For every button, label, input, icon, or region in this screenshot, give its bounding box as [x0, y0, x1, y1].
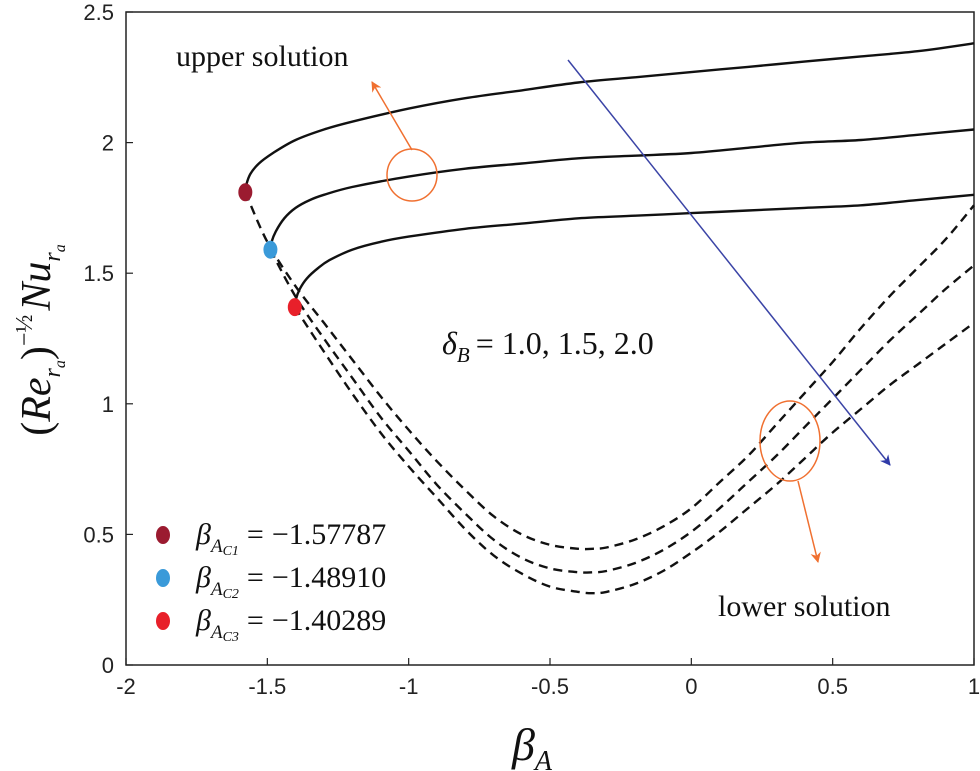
series-line-lower-1 [244, 191, 975, 551]
legend-marker-c2 [156, 569, 170, 587]
critical-points [238, 183, 302, 317]
x-tick-label: 0 [685, 674, 697, 699]
delta-symbol: δ [442, 325, 458, 361]
curves [244, 42, 975, 595]
ticks: -2 -1.5 -1 -0.5 0 0.5 1 0 0.5 1 1.5 2 2.5 [83, 0, 980, 699]
x-tick-label: -1 [399, 674, 419, 699]
x-tick-label: -2 [116, 674, 136, 699]
y-axis-label: (Rera)−½Nura [12, 244, 69, 436]
delta-label: δB = 1.0, 1.5, 2.0 [442, 325, 654, 367]
x-tick-label: 0.5 [817, 674, 848, 699]
x-tick-label: 1 [968, 674, 980, 699]
critical-point-3 [287, 298, 302, 317]
upper-solution-label: upper solution [176, 40, 349, 73]
lower-solution-ellipse [759, 400, 821, 482]
x-axis-label: βA [511, 719, 553, 771]
lower-solution-label: lower solution [718, 590, 891, 623]
legend-entry-c2: βAC2= −1.48910 [195, 561, 386, 602]
y-tick-label: 2.5 [83, 0, 114, 25]
series-line-lower-3 [293, 306, 975, 595]
legend-marker-c1 [156, 526, 170, 544]
y-tick-label: 1.5 [83, 261, 114, 286]
lower-solution-arrow [797, 480, 821, 564]
y-tick-label: 0 [102, 653, 114, 678]
delta-subscript: B [457, 343, 470, 367]
legend-entry-c1: βAC1= −1.57787 [195, 518, 386, 559]
y-tick-label: 0.5 [83, 522, 114, 547]
legend-entry-c3: βAC3= −1.40289 [195, 604, 386, 645]
upper-solution-arrow [371, 81, 413, 151]
svg-text:(Rera)−½Nura: (Rera)−½Nura [12, 244, 69, 436]
critical-point-2 [263, 240, 278, 259]
series-line-upper-1 [244, 42, 975, 193]
x-tick-label: -1.5 [248, 674, 286, 699]
series-line-upper-2 [269, 128, 975, 250]
critical-point-1 [238, 183, 253, 202]
x-tick-label: -0.5 [531, 674, 569, 699]
y-tick-label: 1 [102, 392, 114, 417]
legend: βAC1= −1.57787 βAC2= −1.48910 βAC3= −1.4028… [156, 518, 386, 645]
y-tick-label: 2 [102, 131, 114, 156]
series-line-lower-2 [269, 249, 975, 574]
delta-direction-arrow [567, 59, 891, 466]
legend-marker-c3 [156, 612, 170, 630]
delta-values: = 1.0, 1.5, 2.0 [476, 325, 654, 361]
series-line-upper-3 [293, 193, 975, 308]
